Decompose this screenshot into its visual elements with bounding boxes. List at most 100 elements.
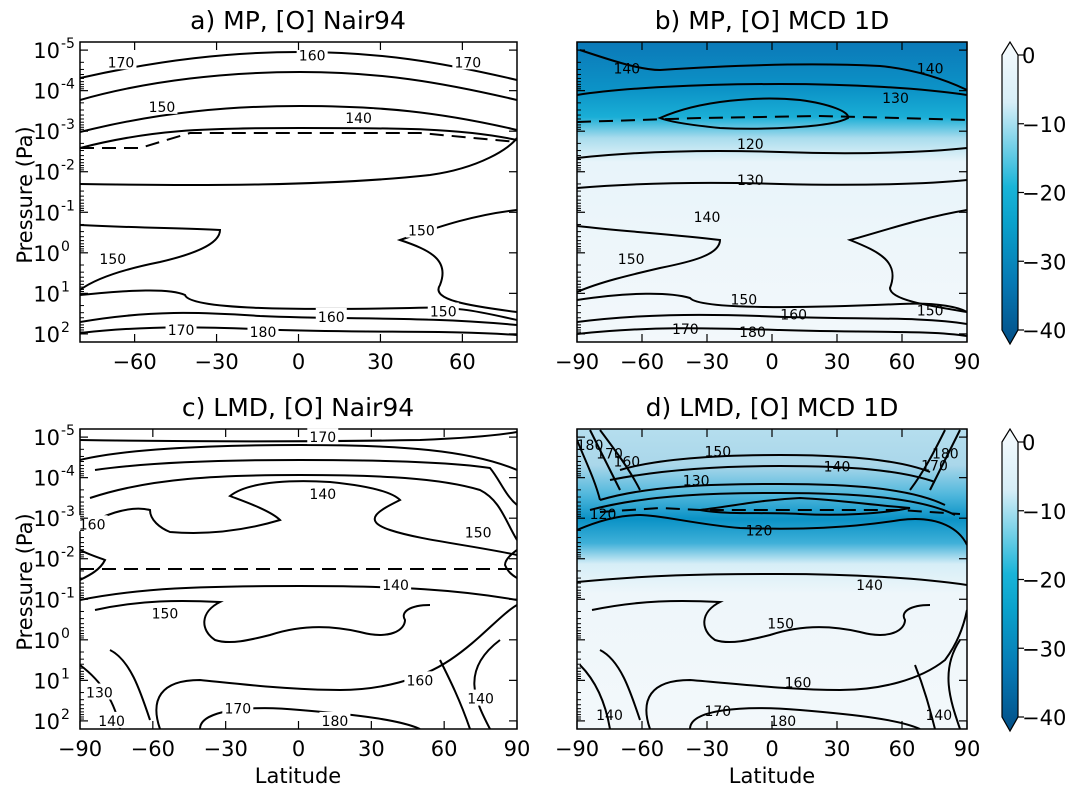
contour-label: 140 — [309, 487, 336, 503]
ytick-exponent: -3 — [61, 504, 75, 520]
panel-a-xticks: −60 −30 0 30 60 — [112, 42, 476, 374]
panel-c-xlabel: Latitude — [255, 764, 341, 788]
contour-label-bg — [146, 97, 178, 114]
xtick-label: −30 — [685, 737, 729, 761]
contour-label: 160 — [79, 517, 106, 533]
contour-label: 140 — [694, 210, 721, 226]
ytick-label: 10 — [33, 669, 60, 693]
ytick-label: 10 — [33, 80, 60, 104]
ytick-exponent: 2 — [61, 707, 70, 723]
panel-d-contours — [577, 429, 967, 729]
contour-label: 120 — [746, 523, 773, 539]
contour-label: 160 — [299, 48, 326, 64]
xtick-label: −30 — [685, 350, 729, 374]
ytick-label: 10 — [33, 242, 60, 266]
xtick-label: 0 — [292, 737, 305, 761]
contour-label: 140 — [98, 714, 125, 730]
xtick-label: 0 — [765, 350, 778, 374]
xtick-label: −90 — [58, 737, 102, 761]
colorbar-top-bar — [1001, 40, 1019, 346]
contour-label: 130 — [737, 173, 764, 189]
contour-label-bg — [307, 428, 339, 445]
xtick-label: −30 — [204, 737, 248, 761]
panel-c-contours — [80, 431, 517, 729]
contour-label: 170 — [672, 322, 699, 338]
panel-a-ylabel: Pressure (Pa) — [13, 126, 37, 263]
contour-label: 150 — [465, 525, 492, 541]
ytick-exponent: 0 — [61, 239, 70, 255]
contour-label-bg — [296, 46, 328, 63]
ytick-exponent: -5 — [61, 36, 75, 52]
colorbar-tick-label: −20 — [1022, 182, 1066, 206]
ytick-exponent: 0 — [61, 626, 70, 642]
contour-label: 170 — [224, 702, 251, 718]
ytick-label: 10 — [33, 323, 60, 347]
xtick-label: 90 — [954, 350, 981, 374]
contour-label-bg — [165, 320, 197, 337]
contour-label: 130 — [882, 91, 909, 107]
colorbar-tick-label: −40 — [1022, 706, 1066, 730]
contour-label-bg — [247, 322, 279, 339]
contour-label: 130 — [86, 686, 113, 702]
contour-label: 160 — [785, 675, 812, 691]
contour-label: 140 — [925, 708, 952, 724]
contour-label: 140 — [467, 692, 494, 708]
contour-label: 180 — [932, 446, 959, 462]
contour-label: 120 — [590, 507, 617, 523]
ytick-label: 10 — [33, 161, 60, 185]
contour-label-bg — [222, 699, 254, 716]
contour-label: 160 — [318, 310, 345, 326]
ytick-exponent: -1 — [61, 585, 75, 601]
ytick-label: 10 — [33, 201, 60, 225]
panel-b-contour-labels: 140 140 130 120 130 140 150 150 160 150 170 180 — [613, 61, 944, 341]
panel-d-fill — [577, 429, 967, 729]
ytick-label: 10 — [33, 507, 60, 531]
xtick-label: 0 — [292, 350, 305, 374]
contour-label-bg — [405, 221, 437, 238]
contour-label: 160 — [780, 307, 807, 323]
contour-label-bg — [465, 689, 497, 706]
panel-b-fill — [577, 42, 967, 342]
contour-label: 180 — [322, 714, 349, 730]
contour-label: 170 — [168, 323, 195, 339]
contour-label-bg — [96, 711, 128, 728]
contour-label: 170 — [454, 55, 481, 71]
ytick-exponent: 1 — [61, 666, 70, 682]
colorbar-top-ticks: 0 −10 −20 −30 −40 — [1018, 44, 1066, 343]
panel-a-contours — [80, 50, 517, 336]
ytick-label: 10 — [33, 588, 60, 612]
ytick-label: 10 — [33, 548, 60, 572]
contour-label: 150 — [704, 444, 731, 460]
contour-label: 150 — [917, 303, 944, 319]
contour-label-bg — [76, 515, 108, 532]
contour-label: 150 — [152, 606, 179, 622]
contour-label: 170 — [596, 446, 623, 462]
contour-label: 150 — [408, 224, 435, 240]
xtick-label: −30 — [194, 350, 238, 374]
contour-label: 130 — [683, 473, 710, 489]
xtick-label: −60 — [112, 350, 156, 374]
contour-label-bg — [427, 302, 459, 319]
ytick-exponent: -4 — [61, 464, 75, 480]
contour-label: 150 — [767, 617, 794, 633]
panel-c-contour-labels: 170 140 160 150 140 150 160 130 140 170 140 180 — [76, 428, 497, 730]
xtick-label: 0 — [765, 737, 778, 761]
ytick-label: 10 — [33, 710, 60, 734]
contour-label: 150 — [99, 252, 126, 268]
xtick-label: −60 — [620, 737, 664, 761]
contour-label: 140 — [596, 708, 623, 724]
contour-label: 150 — [618, 252, 645, 268]
colorbar-bottom: 0 −10 −20 −30 −40 — [1001, 427, 1066, 733]
contour-label: 140 — [917, 61, 944, 77]
ytick-exponent: -1 — [61, 198, 75, 214]
panel-b: 140 140 130 120 130 140 150 150 160 150 170 180 −90… — [555, 6, 981, 374]
panel-c-ylabel: Pressure (Pa) — [13, 513, 37, 650]
contour-label-bg — [315, 307, 347, 324]
contour-label: 170 — [108, 55, 135, 71]
contour-label-bg — [343, 109, 375, 126]
contour-label-bg — [149, 604, 181, 621]
